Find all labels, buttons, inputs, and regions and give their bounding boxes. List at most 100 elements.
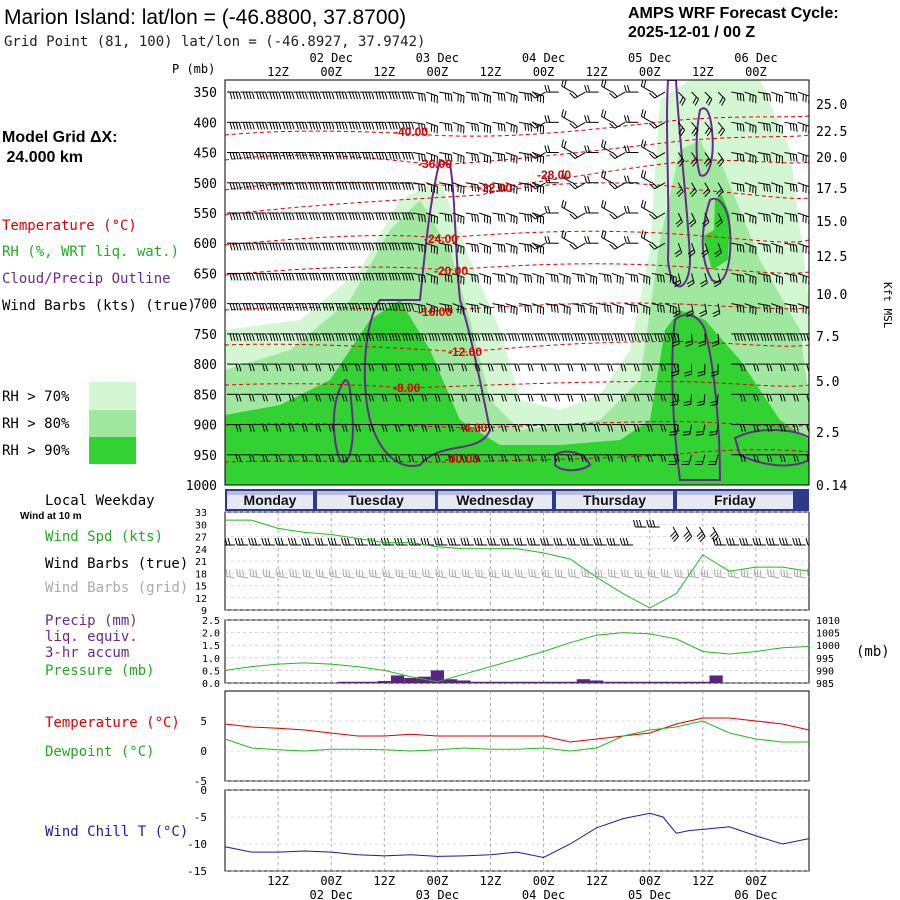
- wind-barb: [638, 363, 653, 372]
- wind-barb: [333, 182, 348, 190]
- wind-barb: [518, 121, 533, 132]
- wind-barb: [784, 393, 799, 402]
- wind-barb: [253, 152, 269, 160]
- wind-barb: [266, 333, 282, 342]
- wind-barb: [253, 272, 269, 281]
- wind-barb: [544, 175, 559, 184]
- t-label-12: -12.00: [448, 345, 482, 359]
- wind-barb: [687, 243, 696, 258]
- wind-barb-true: [619, 537, 634, 546]
- wind-barb: [227, 393, 242, 402]
- wind-barb: [346, 182, 361, 190]
- wind-barb: [611, 393, 627, 402]
- wind-barb: [266, 242, 282, 251]
- wind-barb: [266, 121, 282, 130]
- wind-barb: [681, 454, 693, 466]
- wind-barb-grid: [289, 568, 302, 579]
- wind-barb: [649, 91, 666, 99]
- wind-barb: [240, 242, 255, 251]
- wind-barb: [569, 91, 586, 99]
- wind-barb-true: [433, 537, 448, 546]
- weekday-label: Local Weekday: [45, 493, 155, 509]
- wind-barb: [623, 84, 639, 93]
- wind-barb: [439, 121, 453, 132]
- wind-barb: [784, 212, 798, 223]
- wind-barb: [373, 333, 388, 342]
- pressure-tick: 700: [194, 298, 217, 313]
- wind-barb: [412, 303, 426, 314]
- cloud-outline-7: [554, 450, 592, 472]
- wind-barb-true: [566, 537, 581, 546]
- wind-barb: [280, 152, 295, 160]
- windchill-ytick: -15: [187, 865, 207, 878]
- wind-barb: [784, 91, 798, 102]
- wind-barb-grid: [714, 568, 727, 579]
- wind-barb: [253, 121, 269, 130]
- wind-barb: [359, 363, 375, 372]
- wind-barb-true: [696, 526, 706, 543]
- wind-ytick: 21: [195, 557, 207, 568]
- wind-barb-grid: [647, 568, 660, 579]
- wind-barb: [811, 304, 824, 313]
- date-label-bottom: 03 Dec: [416, 888, 459, 900]
- wind-barb: [744, 303, 757, 315]
- wind-barb: [677, 121, 686, 137]
- wind-barb: [676, 182, 684, 198]
- wind-barb: [702, 182, 711, 198]
- time-tick-top: 00Z: [320, 65, 342, 79]
- wind-barb: [698, 333, 707, 347]
- wind-barb: [649, 242, 666, 250]
- wind-barb-grid: [594, 568, 607, 579]
- t-label-4: -4.00: [460, 421, 488, 435]
- t-label-0: -00.00: [445, 452, 479, 466]
- wind-barb: [386, 363, 401, 372]
- wind-barb: [529, 181, 546, 190]
- wind-barb: [319, 333, 335, 342]
- wind-barb: [412, 393, 428, 402]
- wind-barb: [623, 205, 639, 214]
- wind-barb-grid: [408, 568, 421, 579]
- wind-barb-grid: [780, 568, 793, 579]
- wind-barb: [412, 212, 426, 223]
- t-label-40: -40.00: [394, 125, 428, 139]
- date-label-bottom: 06 Dec: [734, 888, 777, 900]
- wind-barb: [601, 199, 613, 214]
- windchill-ytick: -5: [194, 811, 207, 824]
- wind-barb: [744, 393, 760, 402]
- wind-barb-true: [646, 519, 660, 528]
- time-tick-bottom: 00Z: [533, 874, 555, 888]
- wind-barb: [346, 303, 361, 311]
- wind-barb: [293, 272, 308, 281]
- wind-barb: [771, 272, 784, 285]
- wind-barb: [465, 121, 479, 132]
- wind-barb-grid: [302, 568, 315, 579]
- precip-bar: [629, 681, 644, 683]
- wind-barb: [744, 424, 760, 432]
- wind-barb: [689, 182, 697, 198]
- wind-barb: [797, 121, 809, 134]
- wind-barb: [240, 212, 255, 221]
- wind-barb: [359, 121, 375, 130]
- wind-barb: [797, 91, 809, 104]
- wind-barb: [346, 424, 361, 432]
- wind-barb-true: [725, 537, 740, 546]
- wind-barb: [266, 424, 282, 432]
- wind-barb: [532, 242, 545, 255]
- weekday-friday: Friday: [714, 492, 756, 508]
- precip-bar: [417, 676, 431, 683]
- wind-barb: [611, 424, 627, 432]
- temp-ytick: 5: [200, 715, 207, 728]
- wind-barb: [306, 363, 322, 372]
- wind-barb: [293, 182, 308, 190]
- wind-barb: [479, 91, 492, 104]
- wind-barb: [677, 91, 686, 106]
- wind-barb: [373, 363, 388, 372]
- wind-barb: [598, 272, 612, 283]
- wind-barb: [373, 121, 388, 130]
- forecast-cycle-label: AMPS WRF Forecast Cycle:: [628, 5, 839, 22]
- wind-barb: [253, 424, 269, 432]
- precip-bar: [377, 680, 391, 683]
- wind-barb: [439, 393, 454, 402]
